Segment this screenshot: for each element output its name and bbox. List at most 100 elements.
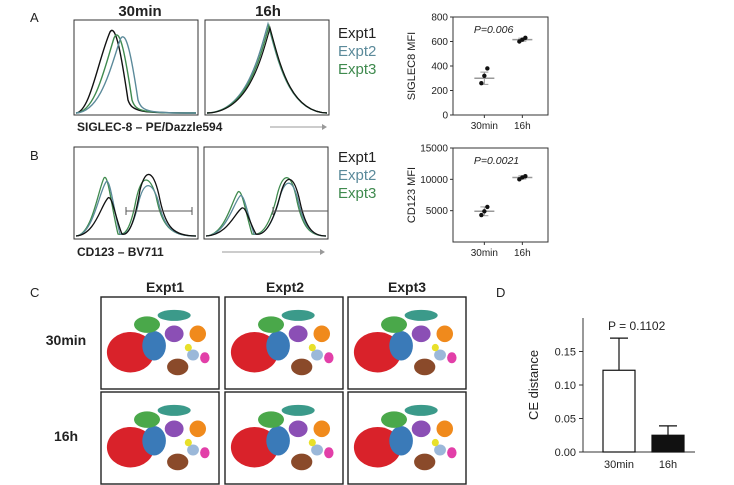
tsne-cluster-lightblue <box>434 349 446 361</box>
tsne-cluster-lightblue <box>187 349 199 361</box>
tsne-cluster-magenta <box>200 447 210 459</box>
tsne-cluster-magenta <box>200 352 210 364</box>
panel-label-a: A <box>30 10 39 25</box>
tsne-cluster-blue <box>142 331 166 361</box>
tsne-cluster-lightblue <box>311 444 323 456</box>
tsne-cluster-teal <box>404 309 438 321</box>
tsne-cluster-red <box>230 426 279 468</box>
tsne-col-title-expt3: Expt3 <box>388 279 426 295</box>
tsne-col-title-expt2: Expt2 <box>266 279 304 295</box>
a-data-point <box>479 80 484 86</box>
d-bar <box>602 369 636 453</box>
hist-col-title-30min: 30min <box>118 3 161 20</box>
a-ytick-label: 200 <box>431 86 448 97</box>
tsne-cluster-magenta <box>324 447 334 459</box>
tsne-cluster-red <box>230 331 279 373</box>
a-ytick-label: 800 <box>431 13 448 24</box>
tsne-cluster-magenta <box>447 447 457 459</box>
b-data-point <box>523 174 528 179</box>
tsne-cluster-teal <box>157 309 191 321</box>
d-p-annotation: P = 0.1102 <box>608 319 666 333</box>
b-data-point <box>485 204 490 210</box>
tsne-cluster-red <box>353 426 402 468</box>
tsne-cluster-yellow <box>431 343 439 352</box>
chart-cd123-mfi: 5000 10000 15000 CD123 MFI 30min 16h P=0.0021 <box>406 144 549 259</box>
tsne-cluster-green <box>258 316 284 333</box>
chart-ce-distance: 0.00 0.05 0.10 0.15 CE distance 30min 16h P = 0… <box>526 318 695 471</box>
hist-panel-a-30min <box>73 19 199 116</box>
tsne-cluster-teal <box>281 309 315 321</box>
tsne-cluster-brown <box>291 453 313 471</box>
d-bar <box>651 434 685 453</box>
tsne-cluster-purple <box>411 420 431 438</box>
hist-col-title-16h: 16h <box>255 3 281 20</box>
a-ytick-label: 600 <box>431 37 448 48</box>
panel-label-d: D <box>496 285 505 300</box>
hist-panel-b-30min <box>73 146 199 240</box>
tsne-cluster-yellow <box>308 343 316 352</box>
legend-b-expt3: Expt3 <box>338 185 376 202</box>
a-ytick-label: 400 <box>431 62 448 73</box>
tsne-row-title-16h: 16h <box>54 428 78 444</box>
tsne-cluster-yellow <box>184 438 192 447</box>
a-ylabel: SIGLEC8 MFI <box>406 32 418 100</box>
tsne-col-title-expt1: Expt1 <box>146 279 184 295</box>
tsne-cluster-blue <box>389 426 413 456</box>
tsne-cluster-red <box>106 426 155 468</box>
b-p-annotation: P=0.0021 <box>474 155 519 167</box>
d-xtick-label: 16h <box>659 459 677 471</box>
tsne-cluster-lightblue <box>434 444 446 456</box>
a-data-point <box>523 35 528 41</box>
b-ytick-label: 5000 <box>426 206 449 217</box>
tsne-cluster-lightblue <box>311 349 323 361</box>
a-ytick-label: 0 <box>442 111 448 122</box>
tsne-cluster-blue <box>266 426 290 456</box>
tsne-cluster-orange <box>189 325 207 343</box>
tsne-cluster-green <box>134 411 160 428</box>
tsne-cluster-teal <box>281 404 315 416</box>
tsne-cluster-orange <box>189 420 207 438</box>
tsne-cluster-orange <box>436 420 454 438</box>
tsne-cluster-orange <box>313 420 331 438</box>
hist-b-xlabel: CD123 – BV711 <box>77 245 164 259</box>
tsne-cluster-teal <box>157 404 191 416</box>
panel-label-c: C <box>30 285 39 300</box>
tsne-cluster-red <box>353 331 402 373</box>
tsne-cluster-purple <box>288 420 308 438</box>
tsne-cluster-brown <box>291 358 313 376</box>
hist-a-arrowhead-icon <box>322 124 327 130</box>
a-p-annotation: P=0.006 <box>474 24 514 36</box>
d-ytick-label: 0.15 <box>555 347 576 359</box>
a-xtick-label: 16h <box>514 121 531 132</box>
hist-panel-b-16h <box>203 146 329 240</box>
tsne-cluster-teal <box>404 404 438 416</box>
tsne-cluster-magenta <box>447 352 457 364</box>
tsne-cluster-purple <box>288 325 308 343</box>
hist-b-arrowhead-icon <box>320 249 325 255</box>
tsne-cluster-purple <box>411 325 431 343</box>
chart-siglec8-mfi: 0 200 400 600 800 SIGLEC8 MFI 30min 16h P=0.006 <box>406 13 549 132</box>
d-ytick-label: 0.10 <box>555 380 576 392</box>
d-ytick-label: 0.05 <box>555 414 576 426</box>
b-ylabel: CD123 MFI <box>406 167 418 223</box>
d-xtick-label: 30min <box>604 459 634 471</box>
d-ytick-label: 0.00 <box>555 447 576 459</box>
tsne-cluster-purple <box>164 420 184 438</box>
legend-a-expt2: Expt2 <box>338 43 376 60</box>
hist-panel-a-16h <box>204 19 330 116</box>
tsne-cluster-green <box>134 316 160 333</box>
b-ytick-label: 15000 <box>420 144 448 155</box>
tsne-cluster-orange <box>436 325 454 343</box>
tsne-cluster-green <box>381 411 407 428</box>
legend-a-expt3: Expt3 <box>338 61 376 78</box>
tsne-cluster-blue <box>389 331 413 361</box>
tsne-cluster-lightblue <box>187 444 199 456</box>
tsne-grid <box>100 296 467 485</box>
tsne-cluster-green <box>381 316 407 333</box>
tsne-cluster-yellow <box>308 438 316 447</box>
a-data-point <box>482 73 487 79</box>
tsne-cluster-brown <box>414 358 436 376</box>
a-data-point <box>485 66 490 71</box>
hist-a-xlabel: SIGLEC-8 – PE/Dazzle594 <box>77 120 223 134</box>
b-xtick-label: 16h <box>514 248 531 259</box>
